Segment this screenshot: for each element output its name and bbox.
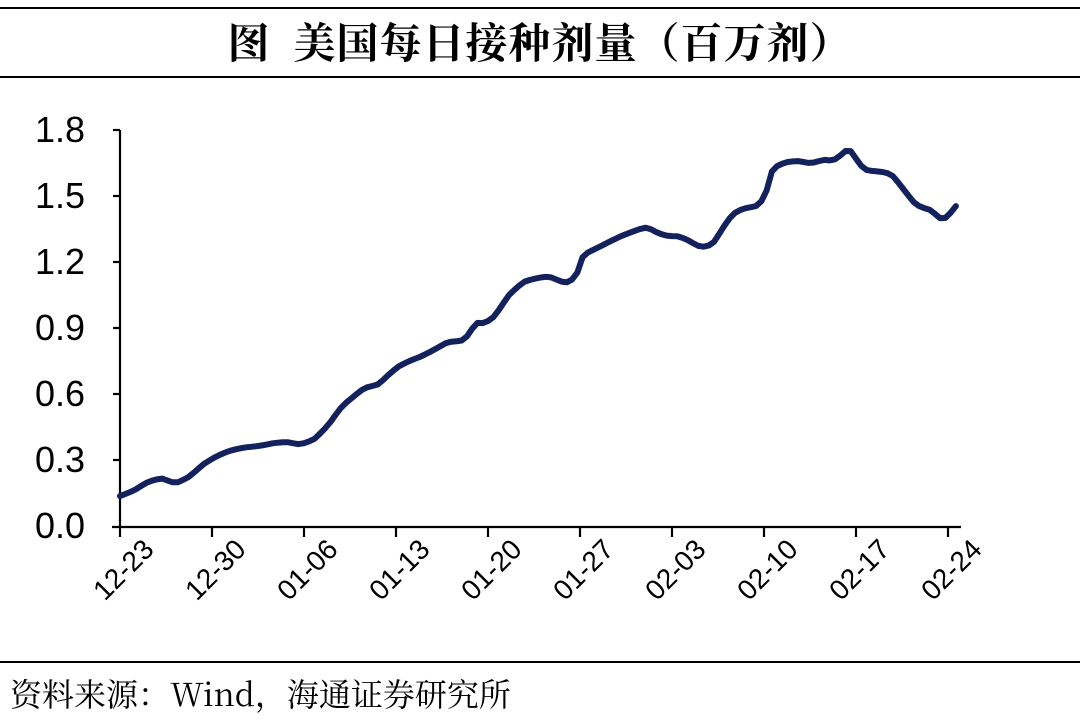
- svg-text:12-23: 12-23: [87, 533, 160, 606]
- svg-text:02-10: 02-10: [731, 533, 804, 606]
- svg-text:12-30: 12-30: [179, 533, 252, 606]
- svg-text:1.2: 1.2: [35, 241, 85, 282]
- svg-text:0.6: 0.6: [35, 373, 85, 414]
- svg-text:01-20: 01-20: [455, 533, 528, 606]
- svg-text:1.8: 1.8: [35, 109, 85, 150]
- svg-text:02-24: 02-24: [915, 533, 988, 606]
- svg-text:0.3: 0.3: [35, 439, 85, 480]
- svg-text:1.5: 1.5: [35, 175, 85, 216]
- svg-text:0.9: 0.9: [35, 307, 85, 348]
- svg-text:01-27: 01-27: [547, 533, 620, 606]
- svg-text:01-06: 01-06: [271, 533, 344, 606]
- svg-text:02-03: 02-03: [639, 533, 712, 606]
- svg-text:01-13: 01-13: [363, 533, 436, 606]
- svg-text:0.0: 0.0: [35, 505, 85, 546]
- svg-text:02-17: 02-17: [823, 533, 896, 606]
